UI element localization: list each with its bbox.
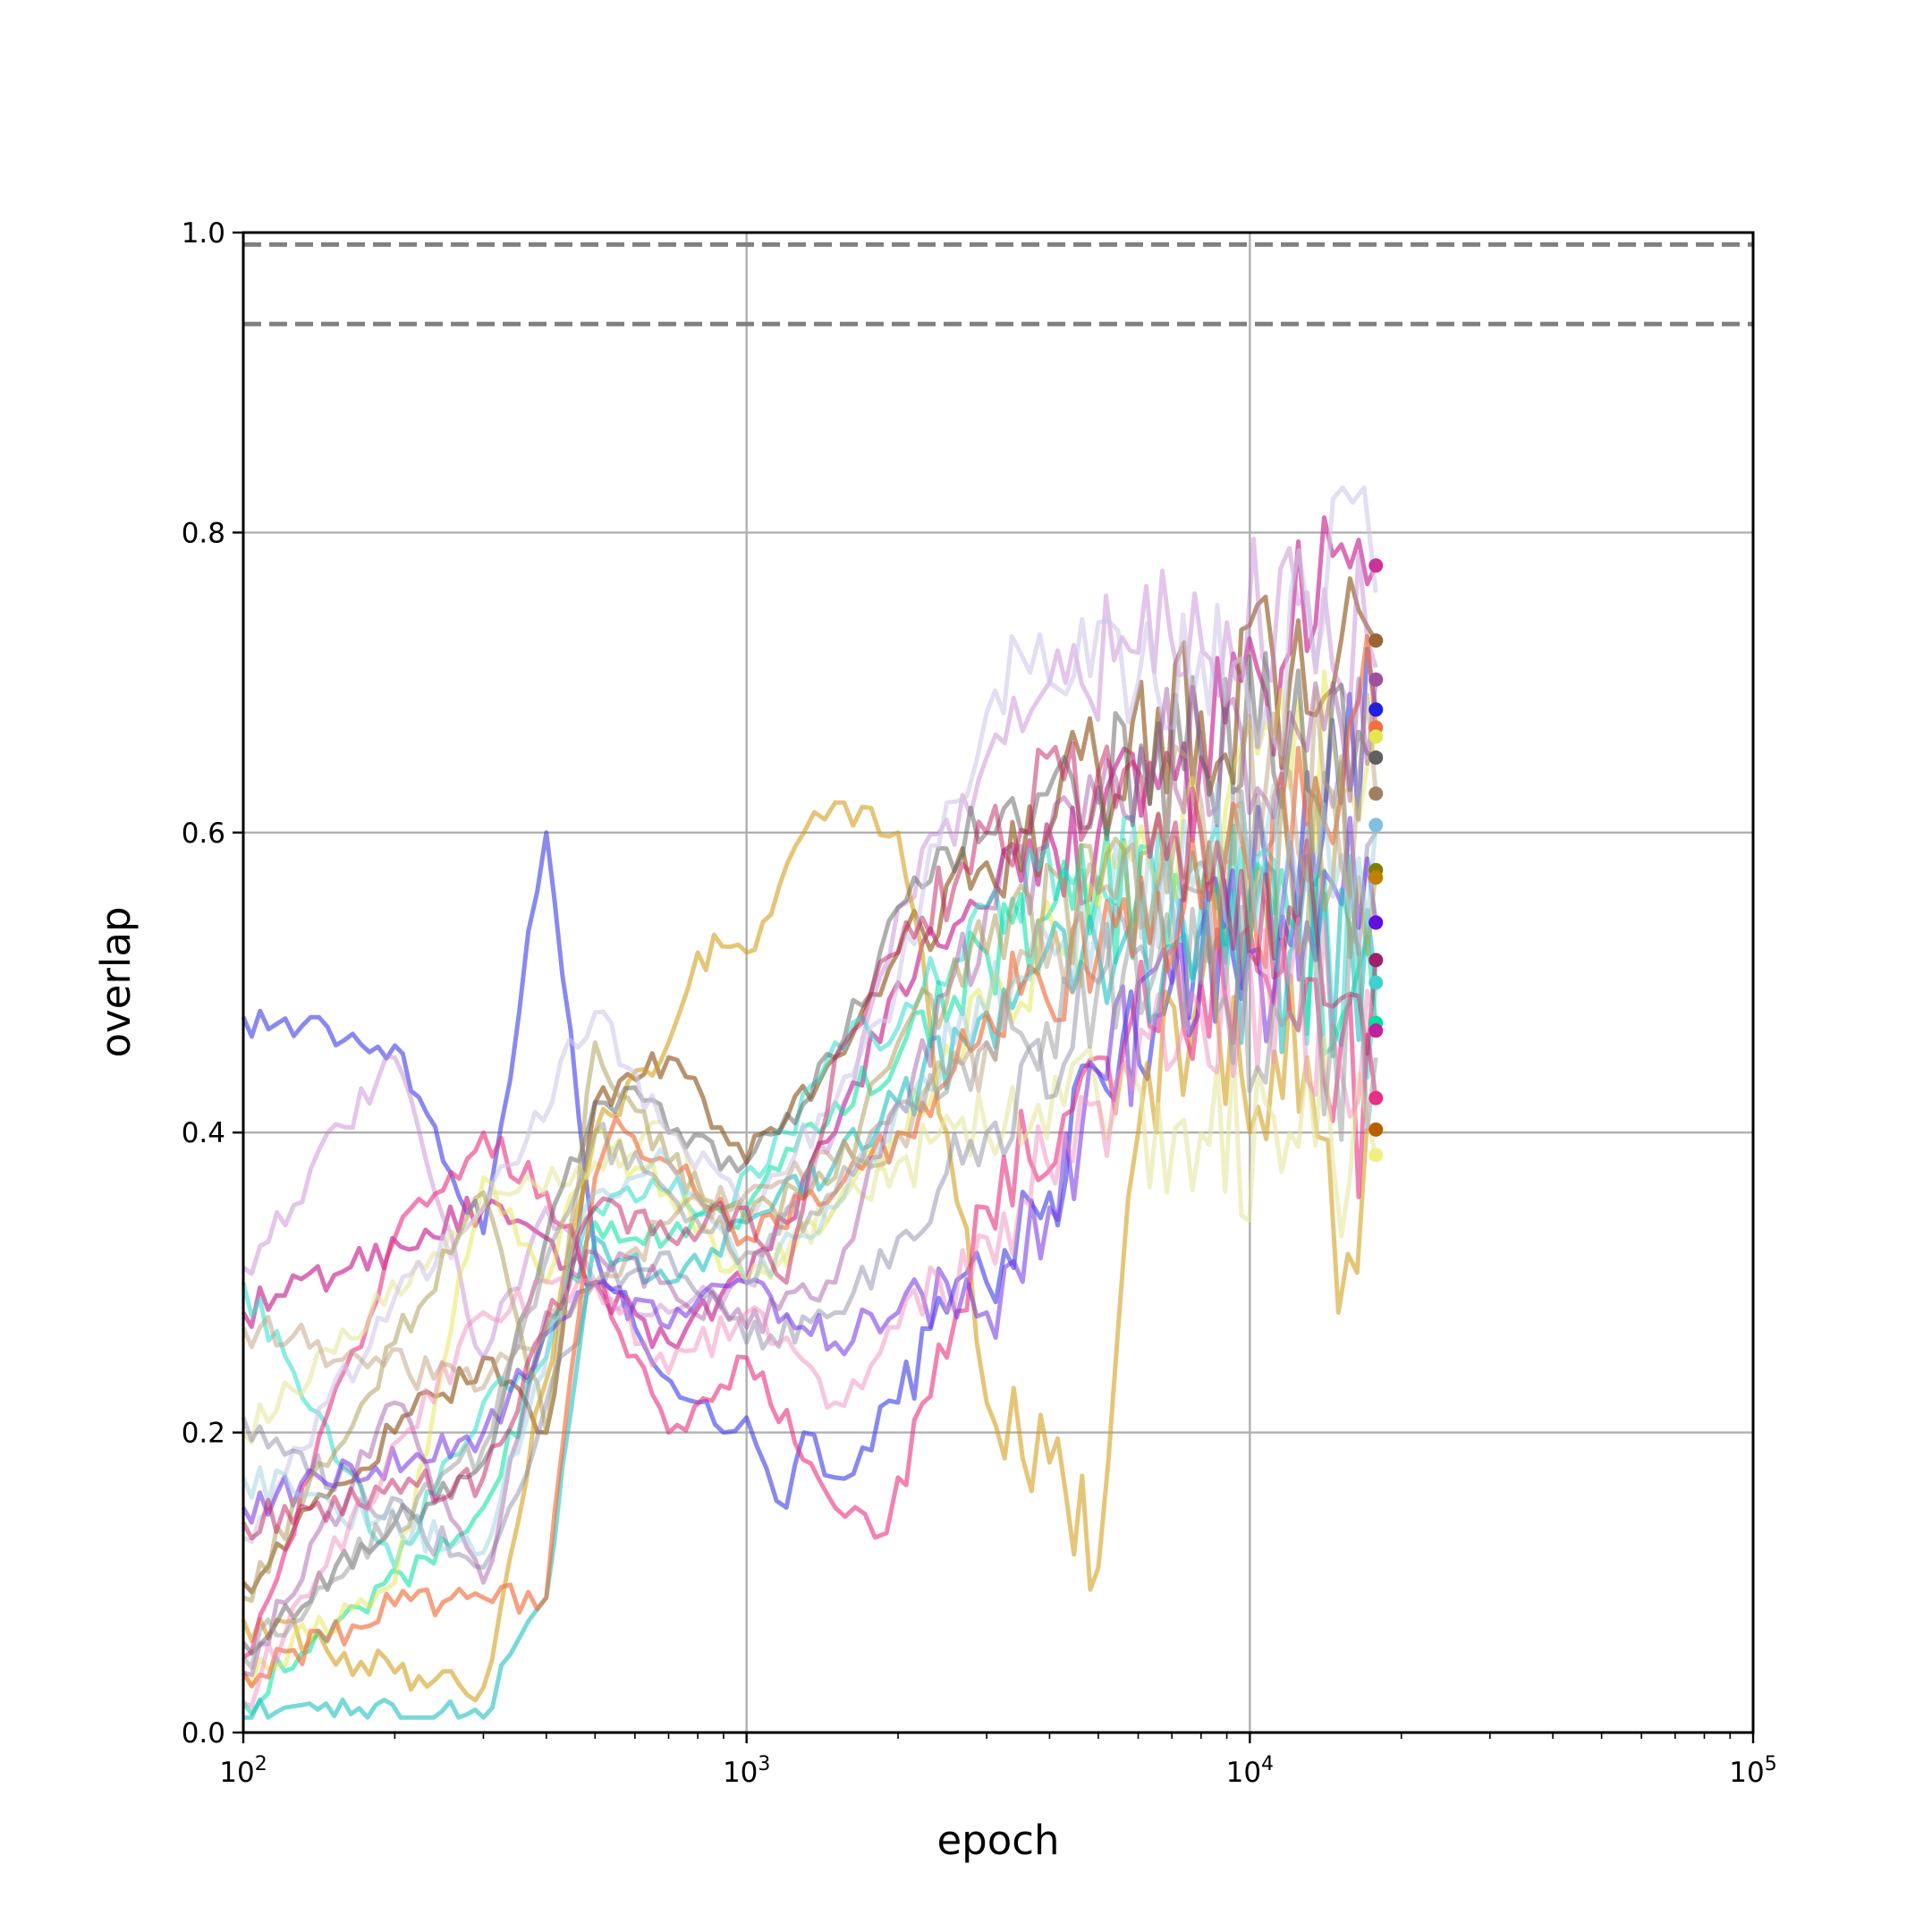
series-line <box>242 676 1378 1678</box>
endpoint-marker <box>1368 558 1384 573</box>
y-tick-label: 0.8 <box>182 517 225 549</box>
series-line <box>242 917 1378 1709</box>
series-lines <box>241 485 1378 1720</box>
series-line <box>242 919 1378 1660</box>
series-line <box>242 1035 1378 1445</box>
axis-ticks <box>233 231 1755 1743</box>
series-line <box>241 800 1377 1703</box>
y-tick-label: 0.2 <box>182 1418 225 1450</box>
endpoint-marker <box>1368 1090 1384 1106</box>
series-line <box>243 853 1378 1720</box>
endpoint-marker <box>1368 786 1384 801</box>
endpoint-marker <box>1368 1023 1384 1038</box>
endpoint-marker <box>1368 633 1384 648</box>
endpoint-marker <box>1368 729 1384 744</box>
endpoint-marker <box>1368 870 1384 886</box>
endpoint-marker <box>1368 953 1384 968</box>
x-tick-label: 102 <box>219 1753 267 1789</box>
x-tick-label: 103 <box>723 1753 770 1789</box>
y-tick-label: 1.0 <box>182 217 225 250</box>
endpoint-marker <box>1368 672 1384 687</box>
endpoint-marker <box>1368 975 1384 990</box>
series-line <box>241 647 1378 1510</box>
x-axis-title: epoch <box>936 1817 1059 1864</box>
endpoint-marker <box>1368 818 1384 833</box>
endpoint-marker <box>1368 1122 1384 1137</box>
series-line <box>242 902 1378 1670</box>
endpoint-markers <box>1368 558 1384 1163</box>
endpoint-marker <box>1368 1148 1384 1163</box>
y-tick-label: 0.0 <box>182 1717 225 1750</box>
reference-lines <box>243 242 1753 326</box>
axis-tick-labels: 102 103 104 105 0.0 0.2 0.4 0.6 0.8 1.0 <box>182 217 1777 1789</box>
y-tick-label: 0.4 <box>182 1117 225 1149</box>
y-tick-label: 0.6 <box>182 818 225 850</box>
plot-frame <box>242 231 1755 1734</box>
series-line <box>241 686 1378 1394</box>
endpoint-marker <box>1368 750 1384 765</box>
endpoint-marker <box>1368 915 1384 930</box>
y-axis-title: overlap <box>92 907 140 1058</box>
series-line <box>242 485 1378 1545</box>
x-tick-label: 105 <box>1729 1753 1776 1789</box>
series-line <box>242 651 1377 1657</box>
endpoint-marker <box>1368 702 1384 717</box>
x-tick-label: 104 <box>1226 1753 1274 1789</box>
